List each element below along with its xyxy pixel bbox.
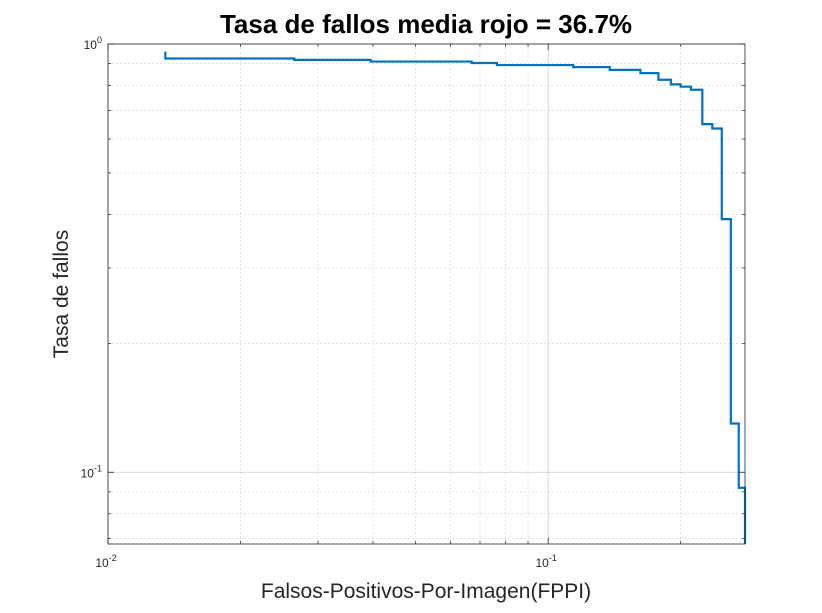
x-axis-label: Falsos-Positivos-Por-Imagen(FPPI): [261, 580, 591, 603]
series-layer: [164, 51, 747, 544]
series-line: [164, 51, 747, 544]
y-tick-label: 100: [84, 35, 102, 52]
x-tick-label: 10-1: [535, 553, 556, 570]
chart-title: Tasa de fallos media rojo = 36.7%: [220, 9, 632, 39]
y-tick-label: 10-1: [81, 463, 102, 480]
plot-background: [108, 44, 745, 544]
plot-frame: [107, 43, 746, 545]
grid-minor: [108, 44, 745, 544]
tick-labels: 10-2 10-1 10-1 100: [81, 35, 557, 570]
tick-marks: [107, 43, 745, 544]
y-axis-label: Tasa de fallos: [50, 230, 73, 358]
x-tick-label: 10-2: [95, 553, 116, 570]
